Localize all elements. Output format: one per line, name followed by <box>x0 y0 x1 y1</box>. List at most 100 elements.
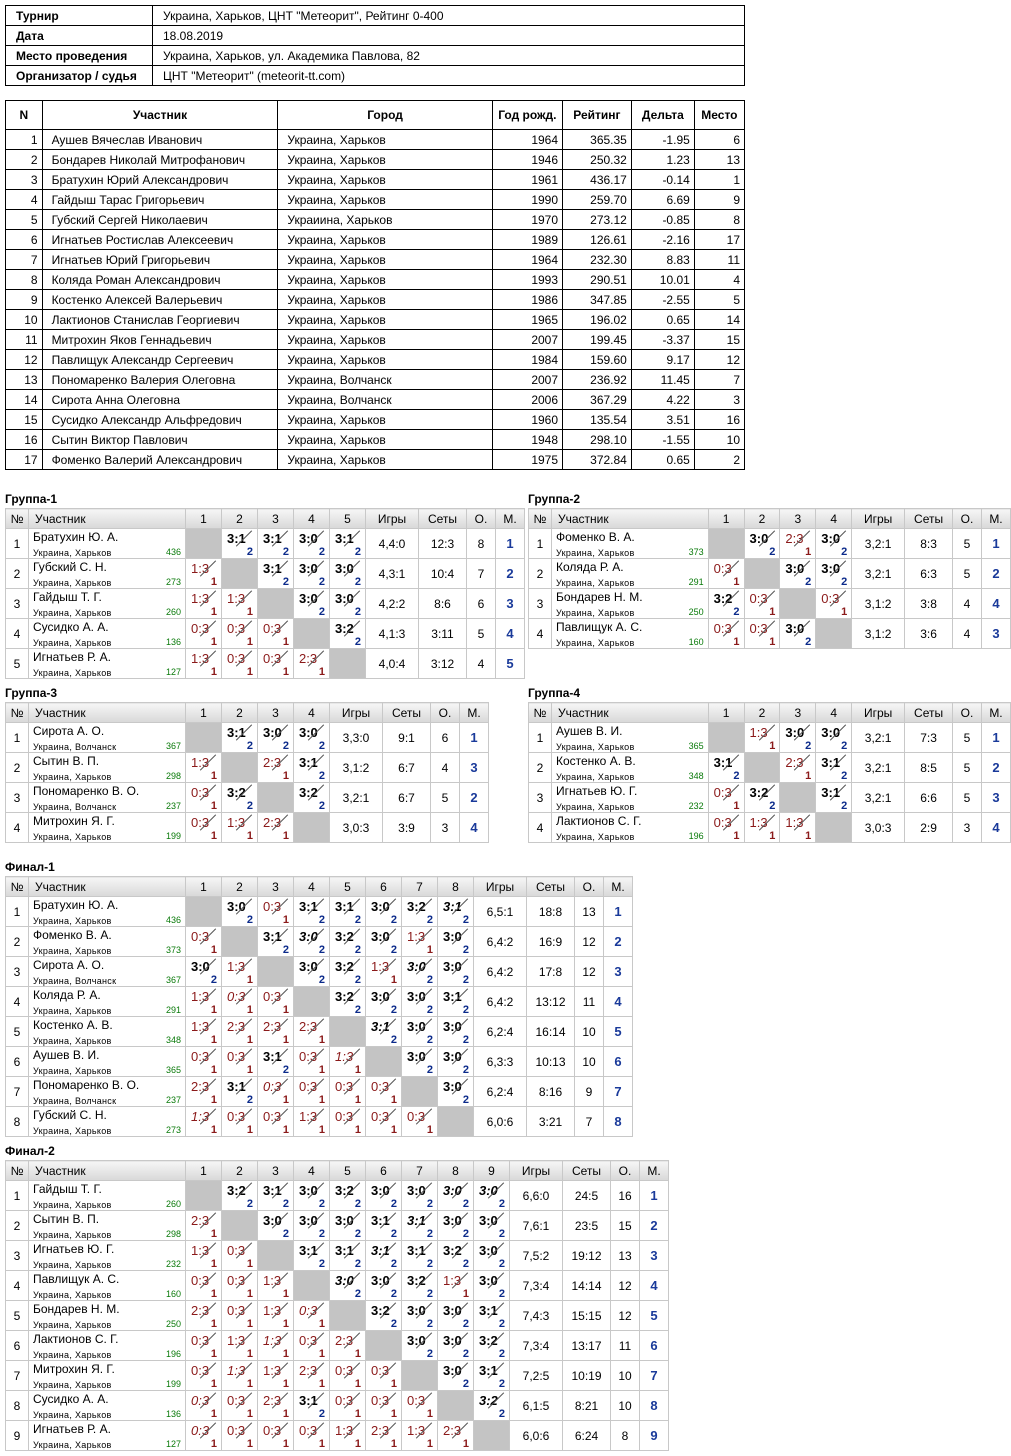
player-name[interactable]: Губский С. Н. <box>33 1108 107 1122</box>
player-name[interactable]: Сытин В. П. <box>33 754 100 768</box>
player-name[interactable]: Фоменко В. А. <box>555 530 635 544</box>
match-score[interactable]: 3:0 2 <box>743 528 781 559</box>
match-score[interactable]: 3:2 2 <box>329 986 366 1017</box>
player-name[interactable]: Коляда Р. А. <box>555 560 624 574</box>
match-score[interactable]: 1:3 1 <box>401 926 438 957</box>
match-score[interactable]: 3:1 2 <box>365 1240 402 1271</box>
match-score[interactable]: 3:0 2 <box>437 956 474 987</box>
match-score[interactable]: 3:0 2 <box>329 588 366 619</box>
match-score[interactable]: 3:0 2 <box>329 1270 366 1301</box>
match-score[interactable]: 1:3 1 <box>257 1300 294 1331</box>
match-score[interactable]: 2:3 1 <box>185 1076 222 1107</box>
match-score[interactable]: 3:0 2 <box>437 1300 474 1331</box>
match-score[interactable]: 3:0 2 <box>365 986 402 1017</box>
match-score[interactable]: 2:3 1 <box>329 1330 366 1361</box>
match-score[interactable]: 0:3 1 <box>185 812 222 843</box>
match-score[interactable]: 0:3 1 <box>185 926 222 957</box>
match-score[interactable]: 1:3 1 <box>185 588 222 619</box>
match-score[interactable]: 3:0 2 <box>293 722 330 753</box>
match-score[interactable]: 3:0 2 <box>437 1360 474 1391</box>
match-score[interactable]: 0:3 1 <box>221 1106 258 1137</box>
player-name[interactable]: Гайдыш Т. Г. <box>33 1182 102 1196</box>
match-score[interactable]: 3:0 2 <box>257 1210 294 1241</box>
match-score[interactable]: 1:3 1 <box>743 812 781 843</box>
match-score[interactable]: 2:3 1 <box>437 1420 474 1451</box>
match-score[interactable]: 3:0 2 <box>473 1210 510 1241</box>
match-score[interactable]: 1:3 1 <box>257 1270 294 1301</box>
match-score[interactable]: 0:3 1 <box>221 1300 258 1331</box>
match-score[interactable]: 1:3 1 <box>185 1240 222 1271</box>
match-score[interactable]: 0:3 1 <box>329 1360 366 1391</box>
player-name[interactable]: Бондарев Н. М. <box>555 590 643 604</box>
match-score[interactable]: 0:3 1 <box>365 1106 402 1137</box>
player-name[interactable]: Павлищук А. С. <box>33 1272 120 1286</box>
match-score[interactable]: 3:1 2 <box>293 1390 330 1421</box>
match-score[interactable]: 0:3 1 <box>293 1330 330 1361</box>
match-score[interactable]: 3:0 2 <box>437 1210 474 1241</box>
match-score[interactable]: 2:3 1 <box>185 1300 222 1331</box>
match-score[interactable]: 1:3 1 <box>365 956 402 987</box>
match-score[interactable]: 0:3 1 <box>365 1076 402 1107</box>
match-score[interactable]: 3:0 2 <box>365 926 402 957</box>
match-score[interactable]: 0:3 1 <box>185 1390 222 1421</box>
match-score[interactable]: 1:3 1 <box>437 1270 474 1301</box>
match-score[interactable]: 0:3 1 <box>185 618 222 649</box>
match-score[interactable]: 3:0 2 <box>437 1016 474 1047</box>
match-score[interactable]: 0:3 1 <box>329 1390 366 1421</box>
match-score[interactable]: 3:0 2 <box>473 1240 510 1271</box>
match-score[interactable]: 3:1 2 <box>293 896 330 927</box>
match-score[interactable]: 3:2 2 <box>437 1240 474 1271</box>
player-name[interactable]: Пономаренко В. О. <box>33 1078 140 1092</box>
match-score[interactable]: 1:3 1 <box>257 1330 294 1361</box>
match-score[interactable]: 3:2 2 <box>293 782 330 813</box>
match-score[interactable]: 3:0 2 <box>473 1270 510 1301</box>
match-score[interactable]: 2:3 1 <box>779 528 817 559</box>
player-name[interactable]: Пономаренко В. О. <box>33 784 140 798</box>
match-score[interactable]: 2:3 1 <box>221 1016 258 1047</box>
match-score[interactable]: 3:1 2 <box>221 528 258 559</box>
match-score[interactable]: 3:1 2 <box>401 1210 438 1241</box>
match-score[interactable]: 1:3 1 <box>329 1420 366 1451</box>
match-score[interactable]: 3:2 2 <box>743 782 781 813</box>
match-score[interactable]: 0:3 1 <box>293 1300 330 1331</box>
match-score[interactable]: 0:3 1 <box>743 618 781 649</box>
match-score[interactable]: 1:3 1 <box>221 588 258 619</box>
match-score[interactable]: 2:3 1 <box>257 1016 294 1047</box>
player-name[interactable]: Митрохин Я. Г. <box>33 814 115 828</box>
match-score[interactable]: 3:1 2 <box>437 986 474 1017</box>
match-score[interactable]: 3:2 2 <box>473 1390 510 1421</box>
match-score[interactable]: 1:3 1 <box>221 812 258 843</box>
match-score[interactable]: 3:1 2 <box>473 1360 510 1391</box>
match-score[interactable]: 0:3 1 <box>221 648 258 679</box>
match-score[interactable]: 3:0 2 <box>293 588 330 619</box>
match-score[interactable]: 0:3 1 <box>221 1046 258 1077</box>
match-score[interactable]: 3:1 2 <box>401 1240 438 1271</box>
match-score[interactable]: 3:0 2 <box>365 896 402 927</box>
match-score[interactable]: 0:3 1 <box>743 588 781 619</box>
match-score[interactable]: 3:0 2 <box>437 1046 474 1077</box>
match-score[interactable]: 3:0 2 <box>401 1016 438 1047</box>
match-score[interactable]: 3:0 2 <box>221 896 258 927</box>
match-score[interactable]: 3:0 2 <box>815 528 853 559</box>
match-score[interactable]: 3:1 2 <box>257 558 294 589</box>
match-score[interactable]: 0:3 1 <box>221 1270 258 1301</box>
player-name[interactable]: Гайдыш Т. Г. <box>33 590 102 604</box>
match-score[interactable]: 0:3 1 <box>365 1390 402 1421</box>
match-score[interactable]: 3:0 2 <box>185 956 222 987</box>
match-score[interactable]: 1:3 1 <box>401 1420 438 1451</box>
match-score[interactable]: 3:1 2 <box>221 1076 258 1107</box>
player-name[interactable]: Павлищук А. С. <box>555 620 643 634</box>
match-score[interactable]: 3:1 2 <box>257 926 294 957</box>
match-score[interactable]: 3:1 2 <box>707 752 745 783</box>
match-score[interactable]: 1:3 1 <box>221 1360 258 1391</box>
match-score[interactable]: 3:2 2 <box>329 926 366 957</box>
match-score[interactable]: 3:0 2 <box>437 1330 474 1361</box>
match-score[interactable]: 1:3 1 <box>221 1330 258 1361</box>
match-score[interactable]: 1:3 1 <box>185 648 222 679</box>
match-score[interactable]: 3:0 2 <box>401 1046 438 1077</box>
match-score[interactable]: 0:3 1 <box>257 1420 294 1451</box>
match-score[interactable]: 3:2 2 <box>707 588 745 619</box>
match-score[interactable]: 3:1 2 <box>329 1240 366 1271</box>
match-score[interactable]: 3:2 2 <box>401 896 438 927</box>
match-score[interactable]: 3:1 2 <box>365 1210 402 1241</box>
